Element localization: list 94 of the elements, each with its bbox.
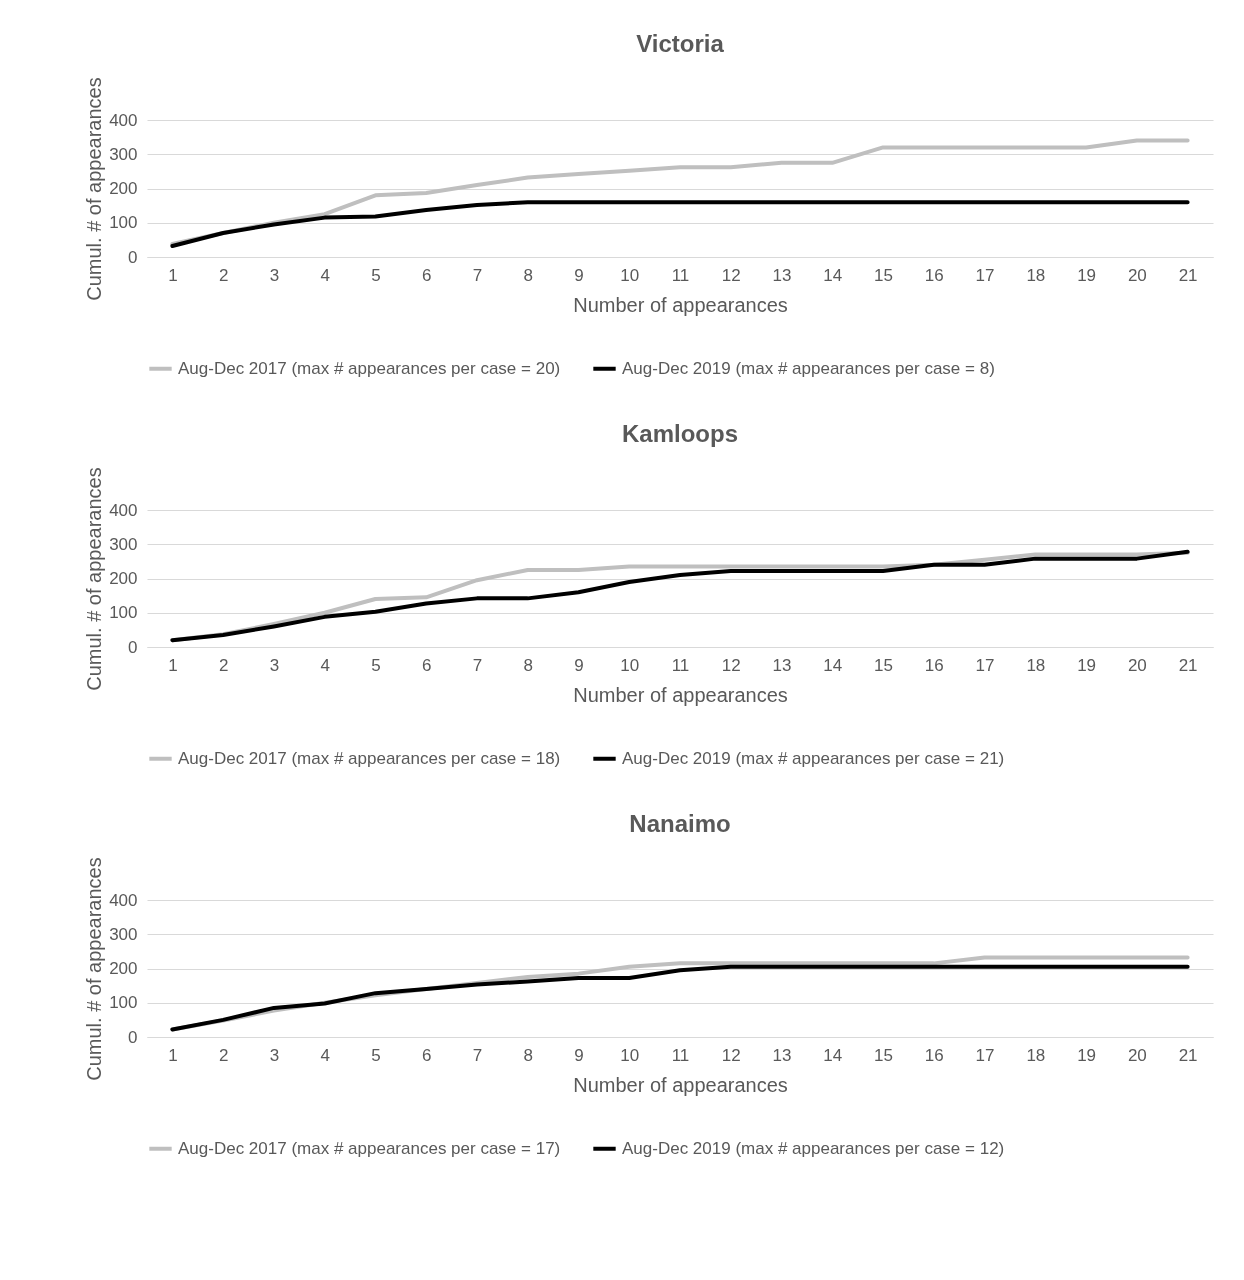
x-tick-label: 17 — [975, 265, 995, 285]
x-tick-label: 14 — [823, 265, 843, 285]
y-tick-label: 300 — [109, 534, 138, 554]
x-tick-label: 4 — [320, 265, 330, 285]
x-tick-label: 18 — [1026, 655, 1046, 675]
x-tick-label: 7 — [472, 265, 483, 285]
y-tick-label: 400 — [109, 110, 138, 130]
x-tick-label: 16 — [924, 265, 944, 285]
x-tick-label: 20 — [1127, 265, 1147, 285]
x-tick-label: 4 — [320, 655, 330, 675]
line-series — [170, 200, 1190, 249]
x-tick-label: 12 — [721, 265, 741, 285]
y-tick-label: 200 — [109, 179, 138, 198]
x-tick-label: 17 — [975, 655, 995, 675]
legend-label: Aug-Dec 2017 (max # appearances per case = 18) — [178, 748, 561, 768]
chart-title: Victoria — [636, 29, 725, 57]
x-tick-label: 2 — [218, 655, 229, 675]
x-tick-label: 3 — [269, 265, 280, 285]
y-tick-label: 0 — [128, 247, 138, 267]
y-tick-label: 200 — [109, 569, 138, 588]
x-tick-label: 10 — [620, 1045, 640, 1065]
y-tick-label: 100 — [109, 213, 138, 233]
x-tick-label: 12 — [721, 655, 741, 675]
x-tick-label: 10 — [620, 655, 640, 675]
y-axis-title: Cumul. # of appearances — [83, 467, 106, 691]
x-tick-label: 17 — [975, 1045, 995, 1065]
x-tick-label: 6 — [421, 1045, 432, 1065]
x-tick-label: 19 — [1077, 1045, 1097, 1065]
x-tick-label: 6 — [421, 655, 432, 675]
x-tick-label: 21 — [1178, 655, 1198, 675]
x-tick-label: 15 — [874, 655, 894, 675]
x-tick-label: 19 — [1077, 265, 1097, 285]
legend-label: Aug-Dec 2017 (max # appearances per case = 20) — [178, 358, 561, 378]
y-tick-label: 400 — [109, 890, 138, 910]
x-tick-label: 13 — [772, 265, 792, 285]
y-tick-label: 0 — [128, 1027, 138, 1047]
x-tick-label: 1 — [168, 265, 178, 285]
x-tick-label: 21 — [1178, 1045, 1198, 1065]
x-tick-label: 9 — [574, 1045, 584, 1065]
legend-label: Aug-Dec 2017 (max # appearances per case = 17) — [178, 1138, 561, 1158]
x-tick-label: 11 — [671, 265, 690, 285]
x-tick-label: 18 — [1026, 265, 1046, 285]
x-tick-label: 10 — [620, 265, 640, 285]
x-tick-label: 20 — [1127, 655, 1147, 675]
x-tick-label: 6 — [421, 265, 432, 285]
x-tick-label: 15 — [874, 1045, 894, 1065]
x-axis-title: Number of appearances — [573, 1073, 788, 1096]
x-tick-label: 5 — [371, 655, 381, 675]
x-tick-label: 5 — [371, 1045, 381, 1065]
y-tick-label: 100 — [109, 603, 138, 623]
x-tick-label: 3 — [269, 1045, 280, 1065]
x-tick-label: 5 — [371, 265, 381, 285]
y-tick-label: 0 — [128, 637, 138, 657]
x-tick-label: 12 — [721, 1045, 741, 1065]
x-tick-label: 19 — [1077, 655, 1097, 675]
x-tick-label: 20 — [1127, 1045, 1147, 1065]
x-tick-label: 14 — [823, 1045, 843, 1065]
x-tick-label: 7 — [472, 1045, 483, 1065]
x-tick-label: 1 — [168, 1045, 178, 1065]
chart-title: Nanaimo — [629, 809, 731, 837]
x-tick-label: 21 — [1178, 265, 1198, 285]
y-axis-title: Cumul. # of appearances — [83, 77, 106, 301]
x-tick-label: 9 — [574, 655, 584, 675]
x-tick-label: 14 — [823, 655, 843, 675]
x-tick-label: 8 — [523, 1045, 533, 1065]
x-tick-label: 2 — [218, 1045, 229, 1065]
x-tick-label: 18 — [1026, 1045, 1046, 1065]
legend-label: Aug-Dec 2019 (max # appearances per case = 12) — [622, 1138, 1005, 1158]
x-tick-label: 1 — [168, 655, 178, 675]
x-axis-title: Number of appearances — [573, 293, 788, 316]
x-tick-label: 8 — [523, 655, 533, 675]
x-tick-label: 4 — [320, 1045, 330, 1065]
x-tick-label: 2 — [218, 265, 229, 285]
x-tick-label: 9 — [574, 265, 584, 285]
x-tick-label: 16 — [924, 655, 944, 675]
y-tick-label: 200 — [109, 959, 138, 978]
y-axis-title: Cumul. # of appearances — [83, 857, 106, 1081]
x-tick-label: 16 — [924, 1045, 944, 1065]
y-tick-label: 300 — [109, 144, 138, 164]
x-axis-title: Number of appearances — [573, 683, 788, 706]
x-tick-label: 13 — [772, 1045, 792, 1065]
x-tick-label: 15 — [874, 265, 894, 285]
y-tick-label: 400 — [109, 500, 138, 520]
x-tick-label: 13 — [772, 655, 792, 675]
legend-label: Aug-Dec 2019 (max # appearances per case = 8) — [622, 358, 995, 378]
x-tick-label: 11 — [671, 655, 690, 675]
legend-label: Aug-Dec 2019 (max # appearances per case = 21) — [622, 748, 1005, 768]
x-tick-label: 8 — [523, 265, 533, 285]
chart-title: Kamloops — [621, 419, 739, 447]
y-tick-label: 100 — [109, 993, 138, 1013]
y-tick-label: 300 — [109, 924, 138, 944]
x-tick-label: 3 — [269, 655, 280, 675]
x-tick-label: 11 — [671, 1045, 690, 1065]
x-tick-label: 7 — [472, 655, 483, 675]
